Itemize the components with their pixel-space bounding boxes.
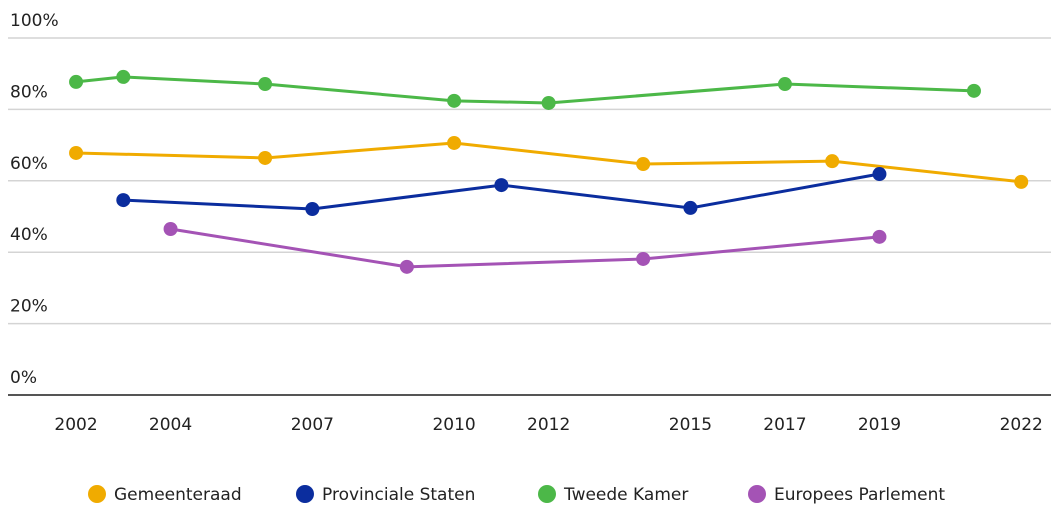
legend-marker [88,485,106,503]
x-tick-label: 2015 [669,415,712,435]
data-point [872,167,887,182]
x-tick-label: 2004 [149,415,192,435]
data-point [541,95,556,110]
data-point [636,251,651,266]
legend-label: Europees Parlement [774,485,945,505]
data-point [683,200,698,215]
legend-label: Provinciale Staten [322,485,475,505]
series-line [76,141,1022,184]
data-point [163,221,178,236]
data-point [399,259,414,274]
data-point [1014,174,1029,189]
y-tick-label: 100% [10,11,59,31]
y-tick-label: 20% [10,297,48,317]
data-point [447,93,462,108]
legend-marker [748,485,766,503]
x-tick-label: 2012 [527,415,570,435]
data-point [305,202,320,217]
data-point [494,178,509,193]
data-point [825,154,840,169]
legend-marker [296,485,314,503]
data-point [258,150,273,165]
x-tick-label: 2022 [1000,415,1043,435]
data-point [258,77,273,92]
data-point [872,229,887,244]
x-tick-label: 2019 [858,415,901,435]
data-point [69,145,84,160]
y-tick-label: 80% [10,82,48,102]
x-tick-label: 2002 [54,415,97,435]
x-tick-label: 2007 [291,415,334,435]
series-line [170,227,880,269]
legend-marker [538,485,556,503]
data-point [116,193,131,208]
y-tick-label: 40% [10,225,48,245]
legend-label: Tweede Kamer [563,485,688,505]
data-point [116,69,131,84]
data-point [636,157,651,172]
data-point [966,83,981,98]
data-point [777,77,792,92]
x-tick-label: 2017 [763,415,806,435]
data-point [447,135,462,150]
y-tick-label: 60% [10,154,48,174]
legend-label: Gemeenteraad [114,485,242,505]
y-tick-label: 0% [10,368,37,388]
data-point [69,74,84,89]
x-tick-label: 2010 [432,415,475,435]
series-line [75,75,975,105]
